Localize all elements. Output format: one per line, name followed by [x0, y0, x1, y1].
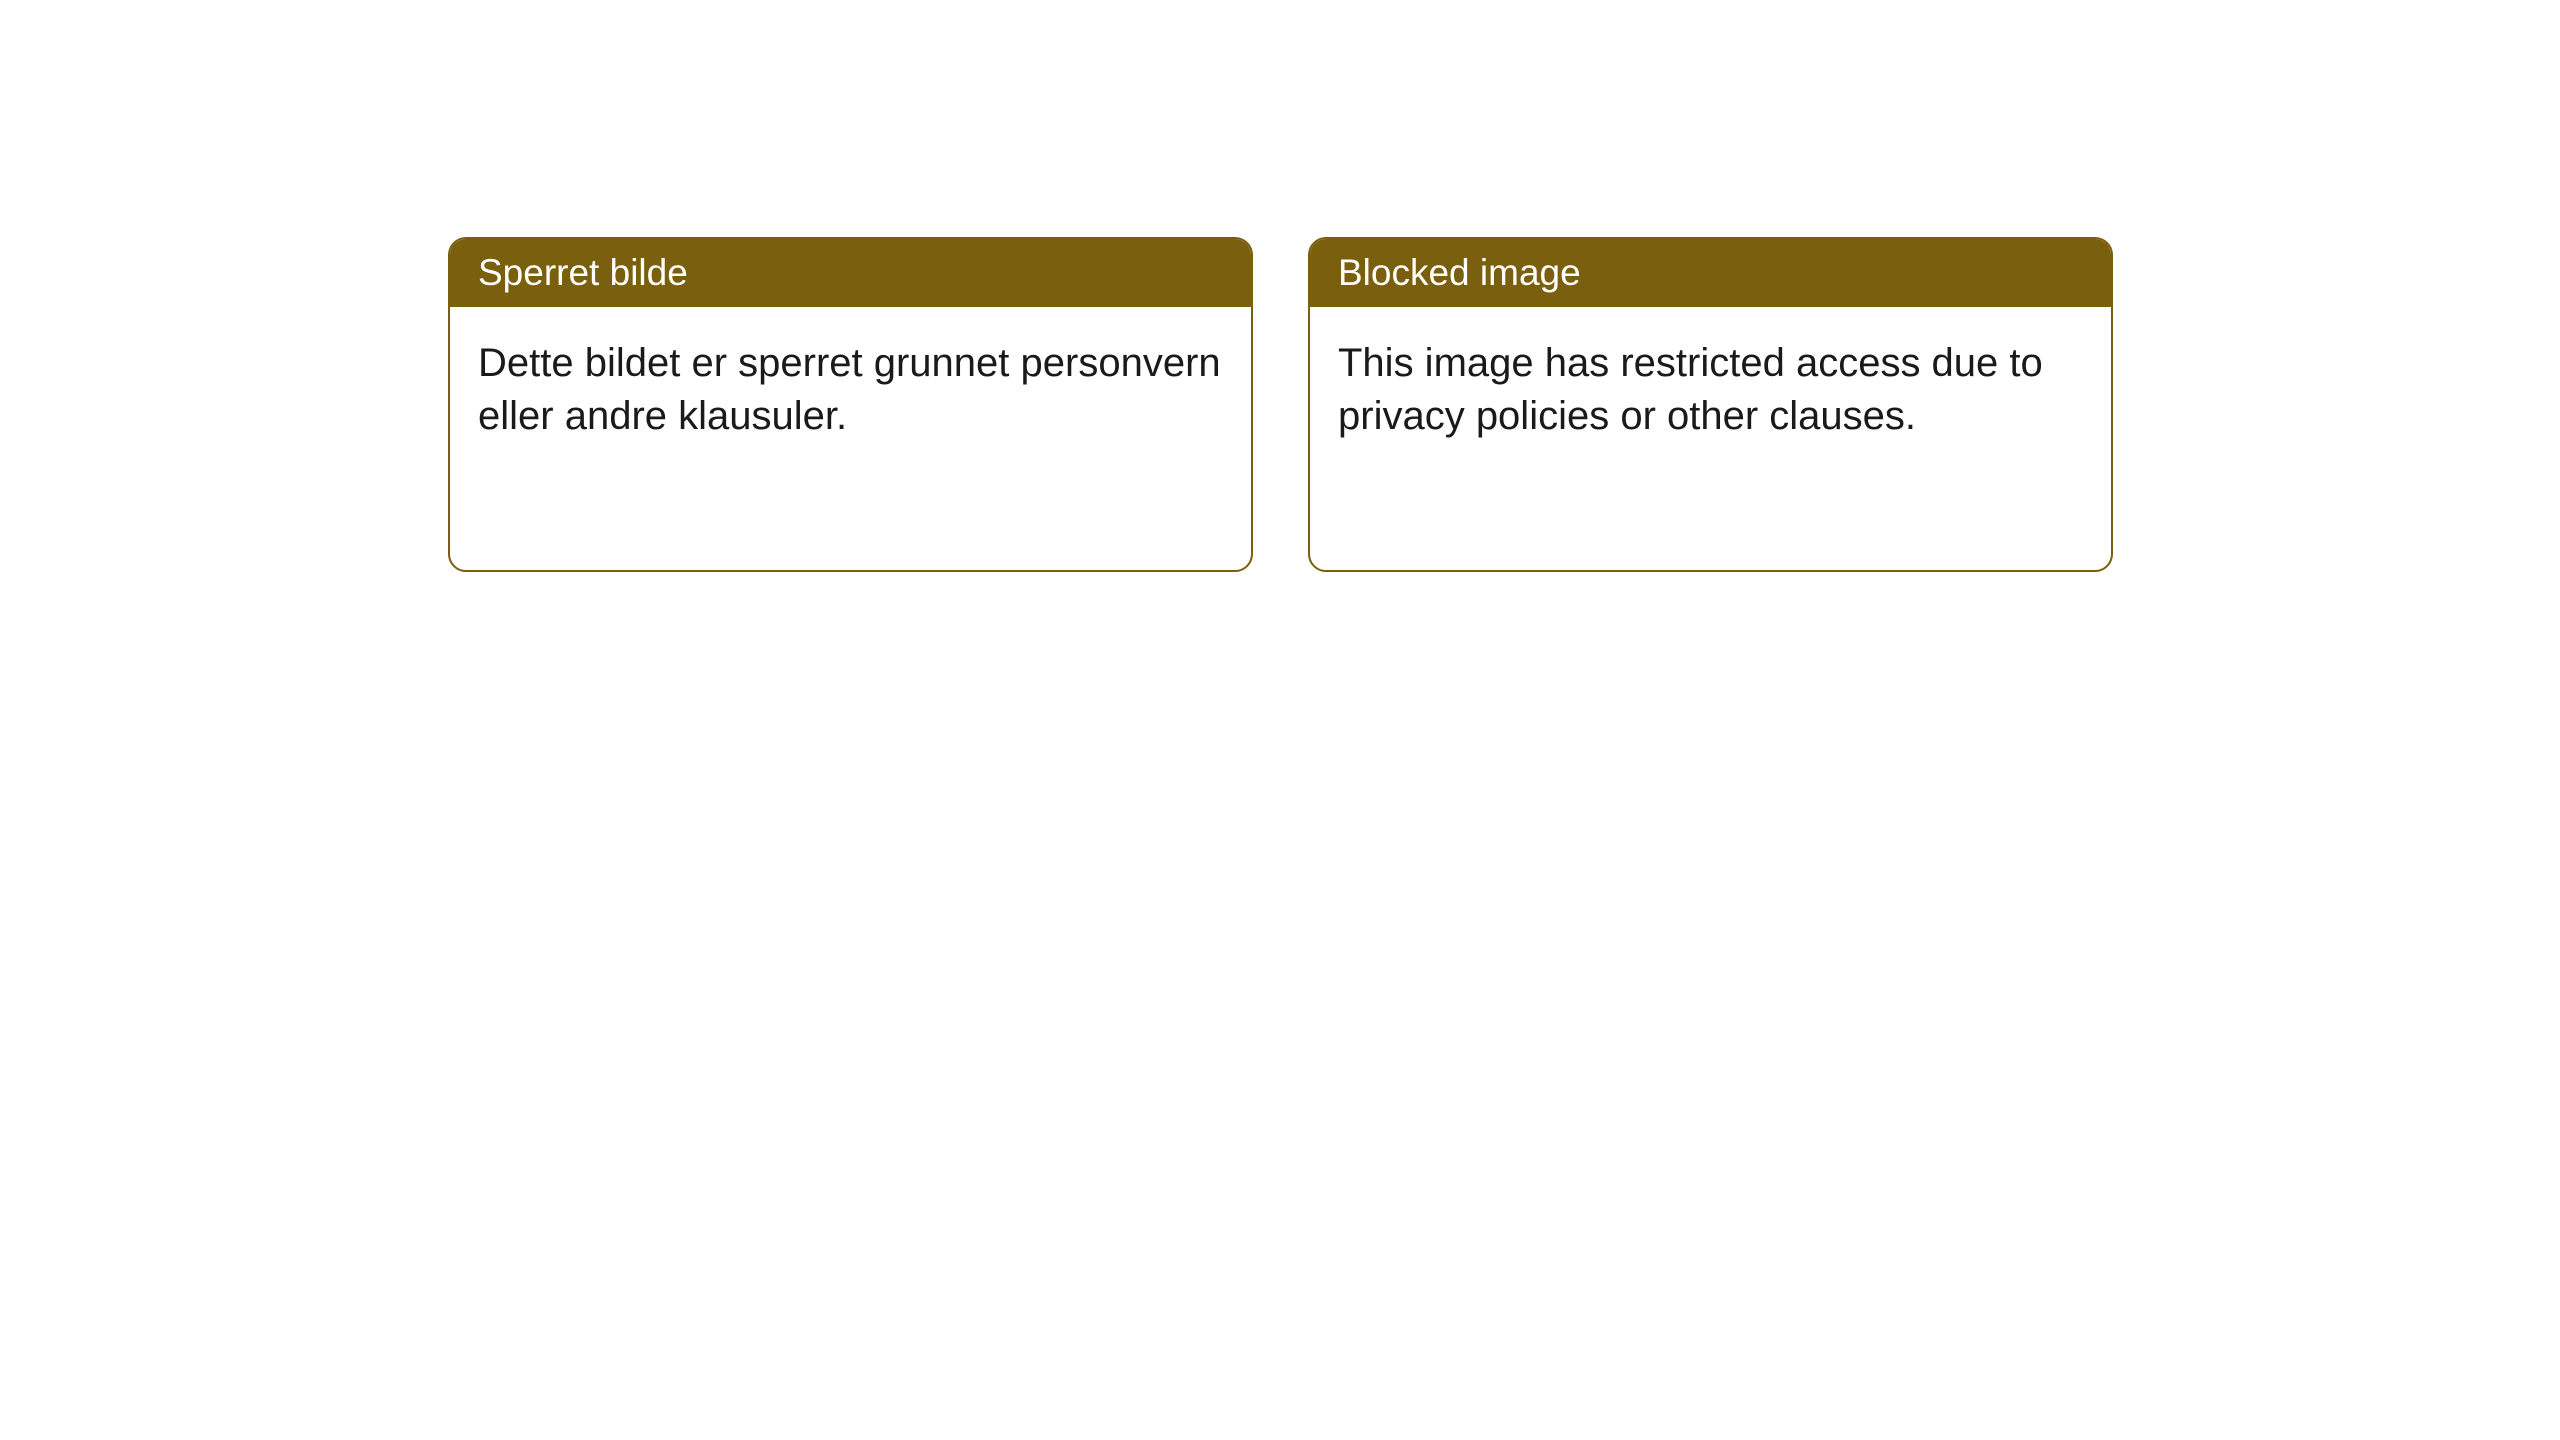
blocked-image-card-norwegian: Sperret bilde Dette bildet er sperret gr… [448, 237, 1253, 572]
blocked-image-card-english: Blocked image This image has restricted … [1308, 237, 2113, 572]
card-title: Blocked image [1338, 252, 1581, 293]
card-header: Sperret bilde [450, 239, 1251, 307]
card-header: Blocked image [1310, 239, 2111, 307]
card-body: This image has restricted access due to … [1310, 307, 2111, 473]
card-title: Sperret bilde [478, 252, 688, 293]
info-cards-container: Sperret bilde Dette bildet er sperret gr… [448, 237, 2113, 572]
card-body: Dette bildet er sperret grunnet personve… [450, 307, 1251, 473]
card-body-text: This image has restricted access due to … [1338, 341, 2043, 438]
card-body-text: Dette bildet er sperret grunnet personve… [478, 341, 1221, 438]
